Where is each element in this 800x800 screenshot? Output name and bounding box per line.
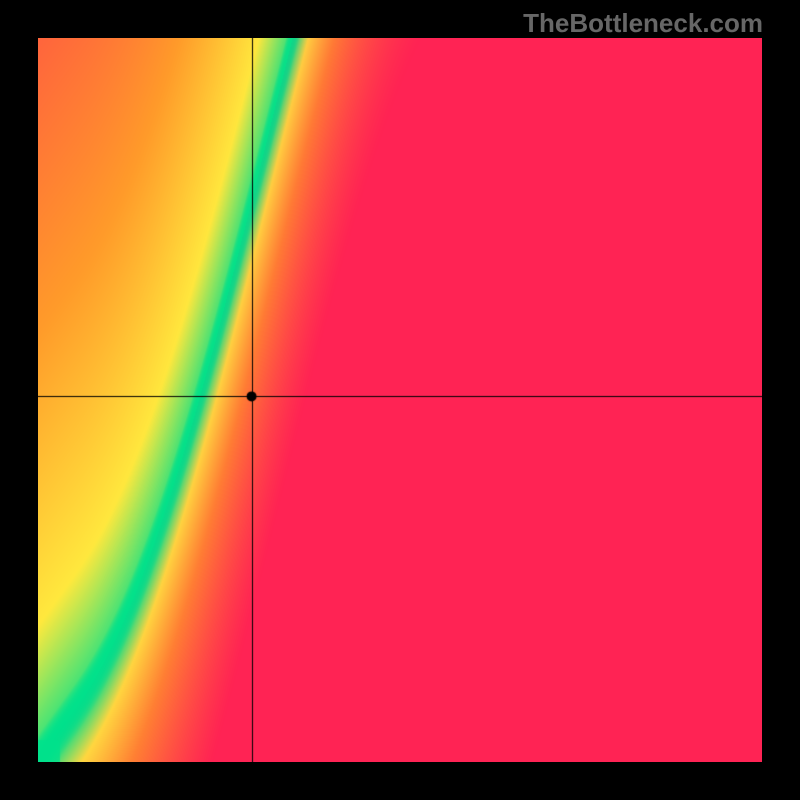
watermark-text: TheBottleneck.com	[523, 8, 763, 39]
bottleneck-heatmap	[38, 38, 762, 762]
chart-container: TheBottleneck.com	[0, 0, 800, 800]
